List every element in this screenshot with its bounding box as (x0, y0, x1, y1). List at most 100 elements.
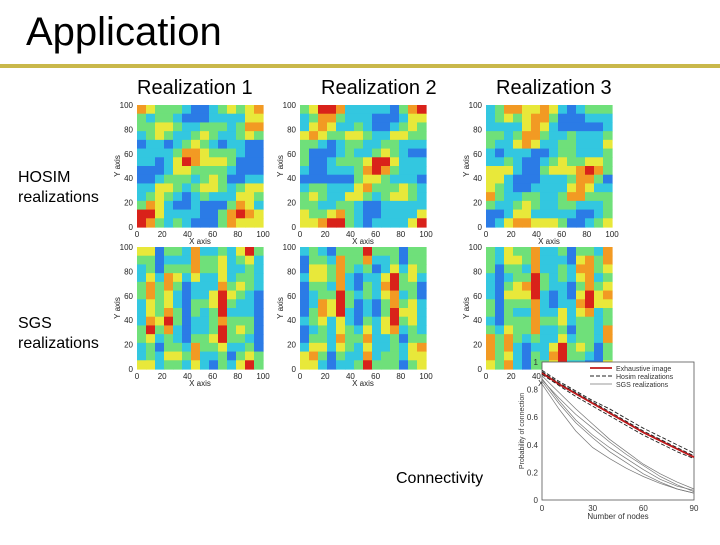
map-cell (603, 148, 613, 158)
map-cell (345, 209, 355, 219)
y-tick-label: 20 (287, 199, 296, 208)
map-cell (372, 131, 382, 141)
map-cell (408, 166, 418, 176)
map-cell (513, 218, 523, 228)
map-cell (254, 325, 264, 335)
map-cell (236, 325, 246, 335)
map-cell (146, 174, 156, 185)
map-cell (558, 299, 568, 309)
map-cell (137, 247, 147, 257)
map-cell (309, 247, 319, 257)
map-cell (390, 273, 400, 283)
map-cell (495, 209, 505, 219)
map-cell (309, 351, 319, 361)
map-cell (603, 209, 613, 219)
map-cell (209, 247, 219, 257)
map-cell (236, 166, 246, 176)
map-cell (182, 131, 192, 141)
map-cell (594, 139, 604, 150)
map-cell (218, 192, 228, 202)
x-axis-label: X axis (189, 379, 211, 388)
legend-entry: SGS realizations (616, 382, 669, 389)
map-cell (155, 174, 165, 185)
y-tick-label: 0 (292, 365, 297, 374)
map-cell (540, 247, 550, 257)
map-cell (567, 183, 577, 193)
map-cell (336, 192, 346, 202)
map-cell (200, 342, 210, 353)
map-cell (245, 334, 255, 344)
map-cell (309, 218, 319, 228)
map-cell (155, 316, 165, 327)
map-cell (576, 113, 586, 124)
map-cell (417, 139, 427, 150)
map-cell (300, 247, 310, 257)
map-cell (146, 166, 156, 176)
map-cell (504, 273, 514, 283)
map-cell (399, 192, 409, 202)
map-cell (254, 334, 264, 344)
map-cell (209, 139, 219, 150)
map-cell (300, 325, 310, 335)
map-cell (218, 299, 228, 309)
map-cell (254, 255, 264, 266)
map-cell (200, 299, 210, 309)
y-tick-label: 60 (287, 150, 296, 159)
map-cell (531, 281, 541, 292)
y-tick-label: 80 (287, 267, 296, 276)
map-cell (191, 308, 201, 318)
map-cell (182, 157, 192, 167)
map-cell (585, 299, 595, 309)
map-cell (558, 264, 568, 274)
map-cell (327, 342, 337, 353)
map-cell (408, 299, 418, 309)
map-cell (218, 264, 228, 274)
map-cell (603, 105, 613, 115)
map-cell (254, 209, 264, 219)
map-cell (182, 255, 192, 266)
map-cell (327, 174, 337, 185)
map-cell (300, 264, 310, 274)
series-line (541, 381, 695, 494)
map-cell (363, 342, 373, 353)
map-cell (408, 131, 418, 141)
map-cell (336, 200, 346, 211)
map-cell (381, 351, 391, 361)
map-cell (558, 290, 568, 300)
map-cell (146, 131, 156, 141)
map-cell (254, 316, 264, 327)
map-cell (585, 192, 595, 202)
map-cell (390, 316, 400, 327)
map-cell (182, 325, 192, 335)
map-cell (318, 174, 328, 185)
y-tick-label: 0 (292, 223, 297, 232)
map-cell (390, 247, 400, 257)
map-cell (245, 209, 255, 219)
y-tick-label: 80 (473, 125, 482, 134)
map-cell (594, 281, 604, 292)
map-cell (495, 299, 505, 309)
map-cell (558, 247, 568, 257)
map-cell (504, 174, 514, 185)
map-cell (336, 325, 346, 335)
map-cell (345, 200, 355, 211)
map-cell (155, 122, 165, 132)
map-cell (218, 290, 228, 300)
y-axis-label: Y axis (113, 297, 122, 319)
map-cell (408, 351, 418, 361)
map-cell (336, 122, 346, 132)
map-cell (585, 247, 595, 257)
map-cell (173, 166, 183, 176)
map-cell (245, 139, 255, 150)
map-cell (567, 113, 577, 124)
map-cell (363, 281, 373, 292)
map-cell (137, 218, 147, 228)
map-cell (363, 247, 373, 257)
map-cell (345, 281, 355, 292)
map-cell (200, 255, 210, 266)
map-cell (486, 299, 496, 309)
map-cell (504, 209, 514, 219)
map-cell (336, 148, 346, 158)
